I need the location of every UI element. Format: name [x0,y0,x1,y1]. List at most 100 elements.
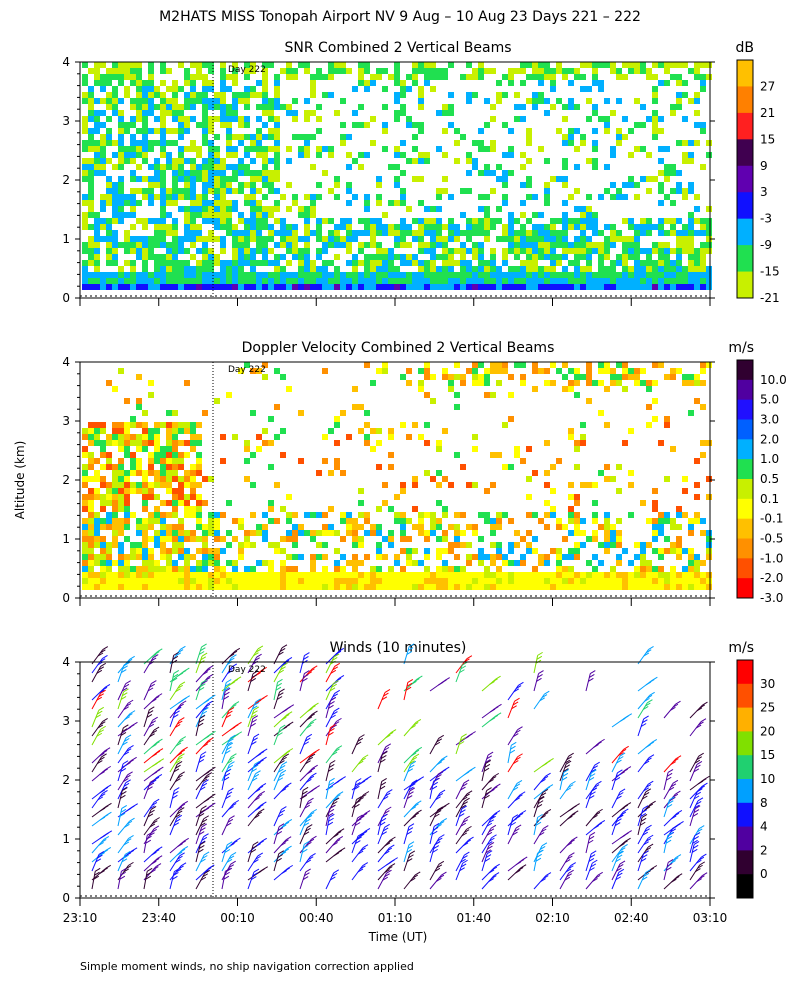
snr-cell [130,266,136,272]
colorbar-label: -2.0 [760,571,783,585]
doppler-cell [574,368,580,374]
wind-barb-flag [483,767,490,772]
snr-cell [550,242,556,248]
doppler-cell [586,560,592,566]
snr-cell [580,266,586,272]
doppler-cell [664,374,670,380]
doppler-cell [184,380,190,386]
snr-cell [352,86,358,92]
snr-cell [220,104,226,110]
doppler-cell [406,518,412,524]
snr-cell [232,266,238,272]
doppler-cell [166,410,172,416]
snr-cell [568,194,574,200]
doppler-cell [556,566,562,572]
doppler-cell [670,578,676,584]
doppler-cell [244,542,250,548]
snr-cell [388,248,394,254]
doppler-cell [628,428,634,434]
wind-barb-flag [308,775,315,780]
doppler-cell [586,584,592,590]
doppler-cell [670,542,676,548]
doppler-cell [670,572,676,578]
snr-cell [358,62,364,68]
snr-cell [184,170,190,176]
snr-cell [682,242,688,248]
wind-barb-flag [384,810,390,814]
wind-barb [195,718,201,737]
wind-barb-flag [146,867,153,872]
snr-cell [508,80,514,86]
wind-barb-flag [250,714,257,718]
snr-cell [496,272,502,278]
snr-cell [406,284,412,290]
snr-cell [616,68,622,74]
snr-cell [346,272,352,278]
snr-cell [472,92,478,98]
snr-cell [700,74,706,80]
snr-cell [100,236,106,242]
wind-barb [169,655,175,674]
snr-cell [88,98,94,104]
snr-cell [436,224,442,230]
doppler-cell [550,362,556,368]
snr-cell [580,230,586,236]
wind-barb-flag [438,770,444,775]
snr-cell [202,128,208,134]
snr-cell [436,254,442,260]
doppler-cell [214,398,220,404]
doppler-cell [118,506,124,512]
snr-cell [88,236,94,242]
snr-cell [118,80,124,86]
snr-cell [346,200,352,206]
wind-barb-flag [96,710,103,715]
snr-cell [604,242,610,248]
doppler-cell [514,578,520,584]
doppler-cell [406,548,412,554]
wind-barb-flag [311,808,318,813]
snr-cell [448,104,454,110]
wind-barb-flag [149,809,155,814]
wind-barb-flag [180,862,187,867]
doppler-cell [88,506,94,512]
doppler-cell [406,560,412,566]
snr-cell [232,92,238,98]
wind-barb-flag [98,706,105,711]
wind-barb-flag [335,650,342,655]
doppler-cell [382,536,388,542]
snr-cell [622,74,628,80]
doppler-cell [394,578,400,584]
snr-cell [508,236,514,242]
snr-cell [310,194,316,200]
snr-cell [136,140,142,146]
doppler-cell [604,368,610,374]
panel-title: Doppler Velocity Combined 2 Vertical Bea… [242,340,555,356]
wind-barb-flag [464,851,470,856]
snr-cell [346,260,352,266]
doppler-cell [358,488,364,494]
wind-barb [429,809,439,827]
snr-cell [304,110,310,116]
wind-barb-flag [541,694,548,698]
wind-barb-flag [277,678,283,683]
snr-cell [94,278,100,284]
doppler-cell [160,446,166,452]
snr-cell [520,104,526,110]
snr-cell [646,266,652,272]
colorbar-label: -0.5 [760,532,783,546]
snr-cell [232,104,238,110]
snr-cell [262,260,268,266]
snr-cell [292,242,298,248]
doppler-cell [178,482,184,488]
doppler-cell [352,530,358,536]
wind-barb-flag [151,743,157,748]
doppler-cell [652,584,658,590]
plot-content [82,62,712,290]
doppler-cell [172,506,178,512]
doppler-cell [304,584,310,590]
snr-cell [310,86,316,92]
snr-cell [256,272,262,278]
doppler-cell [124,476,130,482]
wind-barb-flag [96,696,103,701]
wind-barb-flag [97,652,104,657]
